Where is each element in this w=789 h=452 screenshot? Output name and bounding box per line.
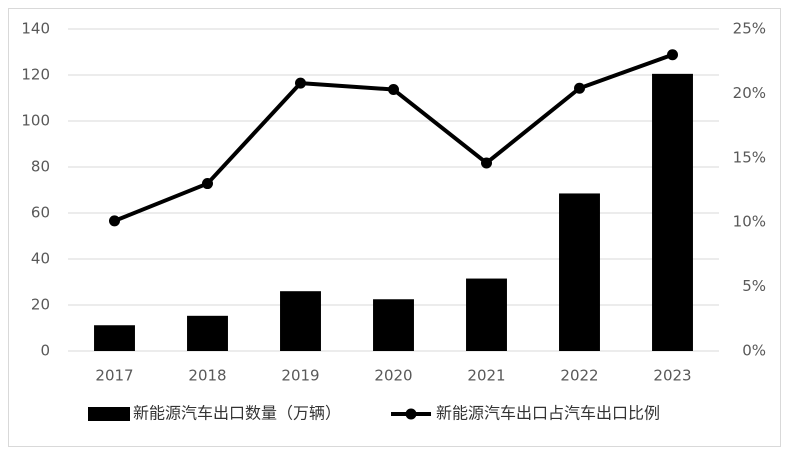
bar xyxy=(652,73,693,351)
bar xyxy=(187,315,228,351)
y-tick-label: 20 xyxy=(31,296,50,314)
bar xyxy=(466,278,507,351)
x-tick-label: 2019 xyxy=(281,367,319,385)
line-point xyxy=(574,82,585,94)
legend-swatch xyxy=(88,407,130,421)
x-tick-label: 2018 xyxy=(188,367,226,385)
y-tick-label: 0 xyxy=(40,342,50,360)
y2-tick-label: 20% xyxy=(733,84,766,102)
line-point xyxy=(388,84,399,96)
y-tick-label: 100 xyxy=(21,112,50,130)
y-tick-label: 40 xyxy=(31,250,50,268)
chart-border xyxy=(8,8,781,447)
y-tick-label: 120 xyxy=(21,66,50,84)
legend-swatch-point xyxy=(405,408,417,420)
bar xyxy=(373,299,414,351)
y-tick-label: 140 xyxy=(21,20,50,38)
y-tick-label: 80 xyxy=(31,158,50,176)
x-tick-label: 2020 xyxy=(374,367,412,385)
y2-tick-label: 25% xyxy=(733,20,766,38)
y2-tick-label: 5% xyxy=(742,277,766,295)
bar xyxy=(559,193,600,351)
bar xyxy=(280,291,321,351)
line-point xyxy=(667,49,678,61)
x-tick-label: 2023 xyxy=(653,367,691,385)
x-tick-label: 2017 xyxy=(95,367,133,385)
y-tick-label: 60 xyxy=(31,204,50,222)
legend-label: 新能源汽车出口数量（万辆） xyxy=(133,404,341,423)
legend-label: 新能源汽车出口占汽车出口比例 xyxy=(436,404,660,423)
y2-tick-label: 15% xyxy=(733,148,766,166)
line-point xyxy=(295,77,306,89)
x-tick-label: 2021 xyxy=(467,367,505,385)
line-point xyxy=(202,178,213,190)
line-point xyxy=(109,215,120,227)
line-point xyxy=(481,157,492,169)
y2-tick-label: 0% xyxy=(742,342,766,360)
bar xyxy=(94,325,135,351)
x-tick-label: 2022 xyxy=(560,367,598,385)
y2-tick-label: 10% xyxy=(733,213,766,231)
